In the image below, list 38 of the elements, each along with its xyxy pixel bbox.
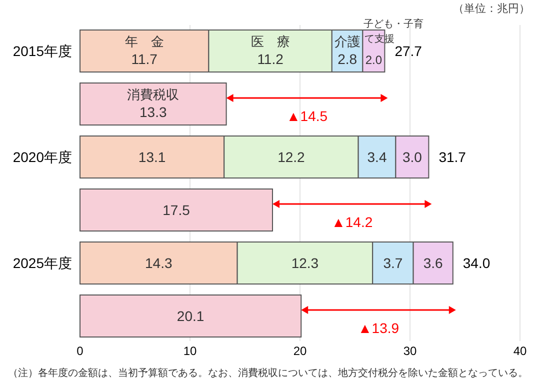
data-label: 14.3 [145,255,172,271]
data-label: 3.4 [367,149,387,165]
data-label: 17.5 [162,202,190,218]
data-label: 13.1 [138,149,166,165]
bar [80,188,273,232]
data-label: 3.6 [423,255,444,271]
series-label: 消費税収 [127,87,180,102]
data-label: 12.3 [291,255,319,271]
annotation: ▲14.2 [332,214,373,230]
data-label: 3.0 [402,149,422,165]
annotation: ▲14.5 [286,108,328,124]
data-label: 2.8 [338,51,358,67]
series-label: 介護 [334,34,360,49]
total-label: 27.7 [394,43,422,59]
data-label: 3.7 [383,255,403,271]
total-label: 31.7 [438,149,466,165]
x-tick-label: 0 [76,344,84,358]
text: （注）各年度の金額は、当初予算額である。なお、消費税収については、地方交付税分を除いた金額となっている。 [8,367,528,379]
bar [80,294,302,338]
series-label: 年 金 [124,34,164,49]
data-label: 12.2 [278,149,306,165]
x-tick-label: 40 [513,344,527,358]
x-tick-label: 10 [183,344,197,358]
data-label: 20.1 [176,308,204,324]
series-label: 医 療 [250,34,290,49]
x-tick-label: 20 [293,344,307,358]
data-label: 11.7 [131,51,158,67]
data-label: 11.2 [257,51,284,67]
y-tick-label: 2025年度 [12,255,72,271]
y-tick-label: 2020年度 [12,149,72,165]
annotation: ▲13.9 [358,320,400,336]
text: （単位：兆円） [453,2,530,15]
y-tick-label: 2015年度 [12,43,72,59]
x-tick-label: 30 [403,344,417,358]
bar [80,82,227,126]
data-label: 13.3 [140,104,167,120]
total-label: 34.0 [462,255,490,271]
data-label: 2.0 [365,53,382,67]
